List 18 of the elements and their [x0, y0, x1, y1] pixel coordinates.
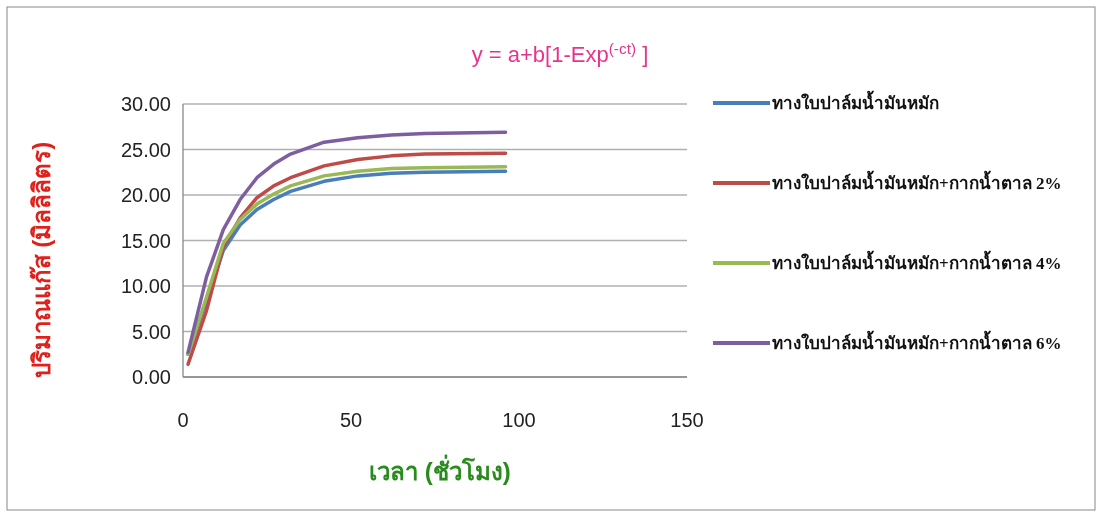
y-tick-label: 25.00 — [120, 138, 171, 161]
legend-label: ทางใบปาล์มน้ำมันหมัก+กากน้ำตาล 4% — [772, 250, 1062, 273]
x-tick-label: 150 — [670, 409, 704, 431]
legend-label: ทางใบปาล์มน้ำมันหมัก+กากน้ำตาล 6% — [772, 330, 1062, 353]
y-tick-label: 20.00 — [120, 184, 171, 206]
y-tick-label: 30.00 — [120, 93, 171, 115]
y-tick-label: 0.00 — [132, 366, 171, 388]
legend-label: ทางใบปาล์มน้ำมันหมัก+กากน้ำตาล 2% — [772, 170, 1062, 193]
y-tick-label: 10.00 — [120, 275, 171, 297]
y-tick-label: 5.00 — [132, 320, 171, 343]
legend-label: ทางใบปาล์มน้ำมันหมัก — [772, 90, 939, 113]
x-axis-title: เวลา (ชั่วโมง) — [369, 454, 511, 485]
y-tick-label: 15.00 — [120, 229, 171, 252]
x-tick-label: 50 — [339, 409, 363, 431]
y-axis-title: ปริมาณแก๊ส (มิลลิลิตร) — [28, 141, 55, 379]
chart-title: y = a+b[1-Exp$^{(-ct)}$ ] — [471, 39, 649, 67]
x-tick-label: 100 — [502, 409, 536, 431]
x-tick-label: 0 — [177, 409, 189, 431]
